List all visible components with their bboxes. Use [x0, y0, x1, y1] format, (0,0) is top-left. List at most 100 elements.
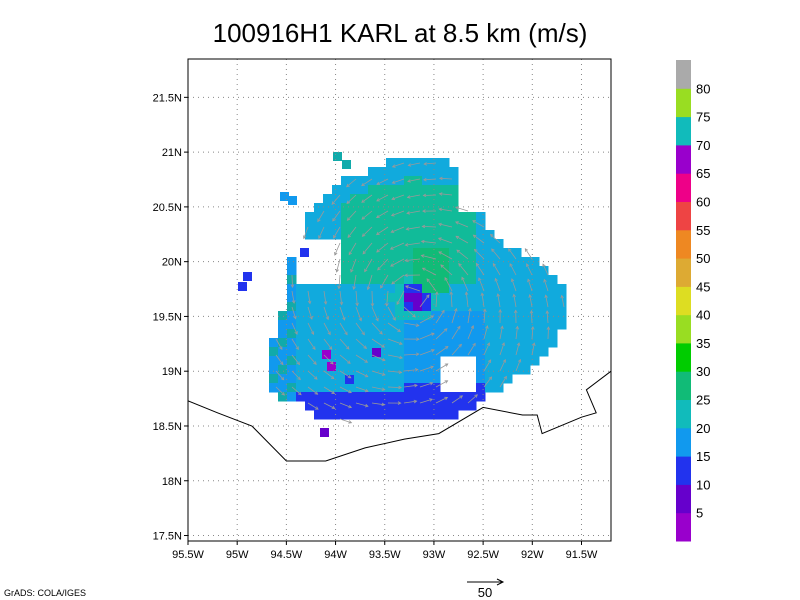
field-cell	[287, 365, 297, 375]
field-cell	[341, 410, 351, 420]
field-cell	[359, 284, 369, 294]
wind-vector-head	[339, 301, 344, 306]
field-cell	[314, 230, 324, 240]
field-cell	[332, 347, 342, 357]
wind-vector	[332, 210, 341, 222]
wind-vector	[451, 395, 463, 404]
wind-vector-head	[421, 267, 426, 271]
field-cell	[323, 302, 333, 312]
field-cell	[476, 284, 486, 294]
field-cell	[395, 275, 405, 285]
field-cell	[296, 311, 306, 321]
field-cell	[485, 329, 495, 339]
wind-vector-head	[470, 325, 474, 329]
field-cell	[440, 221, 450, 231]
wind-vector-head	[377, 266, 381, 271]
wind-vector	[355, 386, 369, 392]
wind-vector-head	[381, 387, 386, 391]
wind-vector	[376, 194, 389, 202]
field-cell	[332, 221, 342, 231]
field-cell	[539, 320, 549, 330]
wind-vector-head	[437, 237, 442, 241]
wind-vector	[497, 293, 501, 308]
field-cell	[539, 275, 549, 285]
field-cell	[404, 374, 414, 384]
field-cell	[314, 338, 324, 348]
field-cell	[341, 230, 351, 240]
field-cell	[476, 347, 486, 357]
wind-vector-head	[318, 235, 322, 240]
wind-vector	[408, 162, 421, 166]
wind-vector	[483, 359, 492, 372]
field-cell	[413, 401, 423, 411]
wind-vector-head	[380, 285, 384, 289]
field-cell	[476, 383, 486, 393]
field-cell	[305, 401, 315, 411]
wind-vector	[455, 206, 469, 212]
field-cell	[314, 284, 324, 294]
wind-vector	[438, 223, 453, 228]
wind-vector-head	[347, 234, 351, 239]
wind-vector	[307, 306, 313, 320]
field-cell	[449, 185, 459, 195]
wind-vector-head	[444, 363, 449, 367]
field-cell	[476, 221, 486, 231]
field-cell	[359, 356, 369, 366]
y-tick-label: 21N	[162, 147, 182, 159]
wind-vector-head	[449, 291, 454, 295]
field-cell	[485, 311, 495, 321]
field-cell	[368, 248, 378, 258]
field-cell	[359, 347, 369, 357]
x-tick-label: 93W	[423, 549, 446, 561]
field-cell	[332, 392, 342, 402]
field-cell	[377, 212, 387, 222]
field-cell	[512, 302, 522, 312]
wind-vector	[439, 208, 453, 212]
field-cell	[359, 383, 369, 393]
field-cell	[467, 266, 477, 276]
wind-vector-head	[441, 309, 445, 314]
field-cell	[386, 356, 396, 366]
wind-vector	[435, 291, 438, 308]
field-cell	[413, 284, 423, 294]
wind-vector	[334, 242, 341, 256]
field-cell	[359, 392, 369, 402]
wind-vector	[435, 328, 448, 340]
wind-vector-head	[358, 317, 362, 322]
field-cell	[341, 203, 351, 213]
field-cell	[350, 365, 360, 375]
wind-vector	[367, 274, 373, 290]
wind-vector	[362, 242, 373, 255]
field-cell	[359, 176, 369, 186]
x-tick-label: 92W	[521, 549, 544, 561]
field-cell	[314, 347, 324, 357]
wind-vector-head	[346, 217, 351, 221]
wind-vector-head	[415, 323, 420, 327]
field-cell	[332, 230, 342, 240]
wind-vector-head	[459, 395, 464, 399]
field-cell	[377, 293, 387, 303]
field-cell	[296, 347, 306, 357]
y-tick-label: 20.5N	[153, 202, 182, 214]
field-cell	[368, 257, 378, 267]
field-cell	[503, 311, 513, 321]
wind-vector-head	[335, 268, 339, 273]
wind-vector	[561, 295, 565, 308]
colorbar-segment	[676, 88, 691, 118]
field-cell	[359, 185, 369, 195]
wind-vector-head	[347, 360, 351, 364]
field-cell	[341, 248, 351, 258]
wind-vector-head	[444, 396, 449, 401]
field-cell	[521, 275, 531, 285]
wind-vector-head	[297, 391, 302, 396]
field-cell	[288, 196, 297, 205]
wind-vector-head	[331, 201, 336, 205]
field-cell	[539, 293, 549, 303]
colorbar-label: 5	[696, 506, 703, 521]
field-cell	[395, 230, 405, 240]
wind-vector-head	[397, 328, 401, 332]
field-cell	[440, 185, 450, 195]
wind-vector-head	[330, 375, 335, 380]
colorbar-label: 10	[696, 477, 710, 492]
field-cell	[386, 410, 396, 420]
